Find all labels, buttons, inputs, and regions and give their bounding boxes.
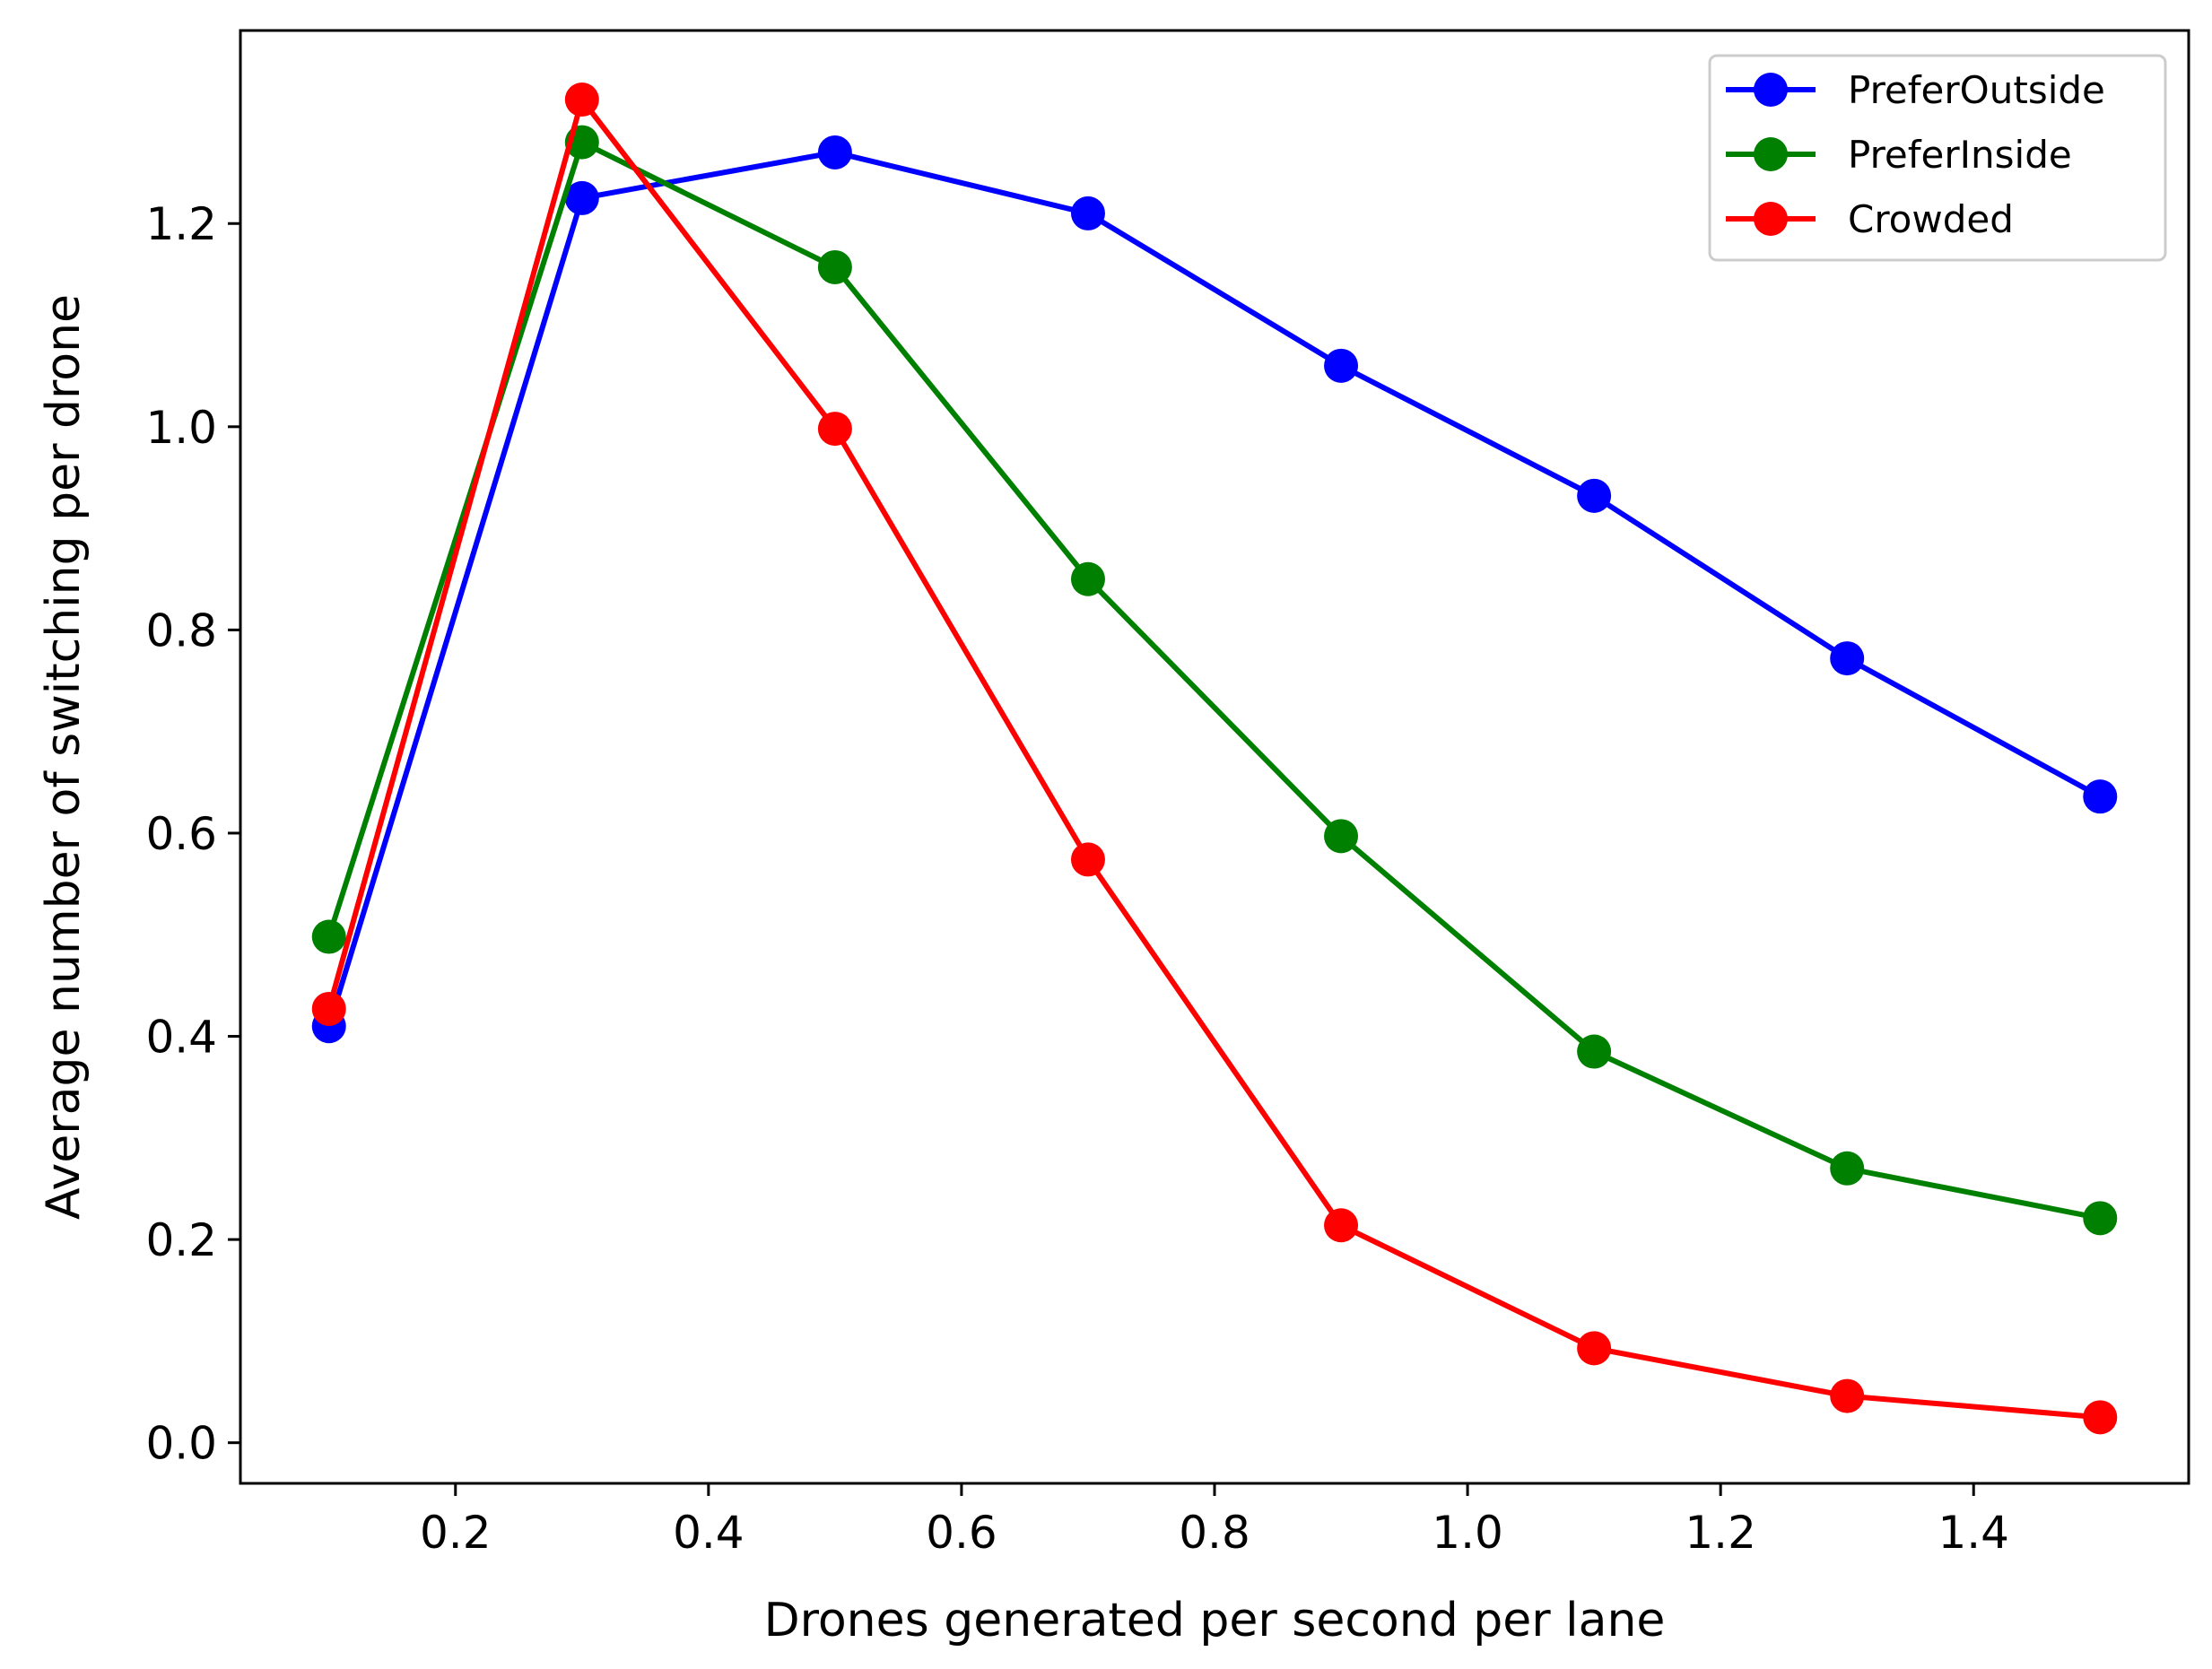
- data-point-preferoutside: [2083, 779, 2118, 814]
- x-tick-label: 1.4: [1938, 1507, 2009, 1559]
- x-tick-label: 1.2: [1685, 1507, 1756, 1559]
- y-tick-label: 0.6: [145, 808, 217, 860]
- x-tick-label: 0.2: [420, 1507, 492, 1559]
- data-point-preferoutside: [1830, 641, 1865, 676]
- y-tick-label: 1.0: [145, 402, 217, 454]
- data-point-preferinside: [1324, 819, 1359, 854]
- data-point-preferoutside: [1577, 478, 1612, 513]
- x-axis-label: Drones generated per second per lane: [764, 1594, 1666, 1647]
- x-axis-ticks: 0.2 0.4 0.6 0.8 1.0 1.2 1.4: [420, 1483, 2009, 1559]
- y-tick-label: 0.2: [145, 1214, 217, 1266]
- legend-label-crowded: Crowded: [1848, 197, 2014, 241]
- y-tick-label: 0.0: [145, 1418, 217, 1470]
- data-point-crowded: [1830, 1378, 1865, 1413]
- series-line-preferoutside: [326, 149, 2102, 1028]
- data-point-preferinside: [2083, 1201, 2118, 1236]
- legend: PreferOutside PreferInside Crowded: [1708, 54, 2167, 262]
- data-point-preferinside: [311, 919, 346, 954]
- x-tick-label: 0.8: [1179, 1507, 1250, 1559]
- data-point-crowded: [817, 412, 852, 447]
- legend-marker-preferinside: [1754, 137, 1788, 171]
- series-preferoutside: [311, 135, 2118, 1044]
- y-tick-label: 1.2: [145, 198, 217, 250]
- legend-label-preferinside: PreferInside: [1848, 133, 2072, 177]
- data-point-preferinside: [817, 249, 852, 284]
- data-point-preferinside: [1070, 561, 1105, 596]
- data-point-crowded: [1324, 1208, 1359, 1243]
- x-tick-label: 0.4: [673, 1507, 745, 1559]
- legend-label-preferoutside: PreferOutside: [1848, 68, 2105, 112]
- data-point-crowded: [311, 991, 346, 1026]
- y-tick-label: 0.4: [145, 1012, 217, 1064]
- series-crowded: [311, 83, 2118, 1435]
- data-point-crowded: [1070, 842, 1105, 877]
- data-point-preferoutside: [1070, 196, 1105, 230]
- legend-marker-preferoutside: [1754, 73, 1788, 107]
- data-point-preferinside: [1577, 1034, 1612, 1069]
- data-point-preferinside: [1830, 1151, 1865, 1186]
- series-preferinside: [311, 125, 2118, 1236]
- data-point-crowded: [2083, 1400, 2118, 1435]
- data-point-crowded: [564, 83, 599, 117]
- series-line-preferinside: [326, 139, 2101, 1221]
- data-point-preferoutside: [1324, 348, 1359, 383]
- x-tick-label: 0.6: [926, 1507, 997, 1559]
- y-axis-ticks: 0.0 0.2 0.4 0.6 0.8 1.0 1.2: [145, 198, 240, 1470]
- data-point-crowded: [1577, 1331, 1612, 1366]
- y-tick-label: 0.8: [145, 604, 217, 656]
- legend-box: [1708, 54, 2167, 262]
- x-tick-label: 1.0: [1432, 1507, 1503, 1559]
- series-layer: [311, 83, 2118, 1435]
- data-point-preferoutside: [564, 180, 599, 215]
- y-axis-label: Average number of switching per drone: [37, 294, 91, 1220]
- legend-items: PreferOutside PreferInside Crowded: [1726, 68, 2105, 241]
- data-point-preferoutside: [817, 135, 852, 170]
- legend-marker-crowded: [1754, 202, 1788, 236]
- series-line-crowded: [326, 97, 2101, 1421]
